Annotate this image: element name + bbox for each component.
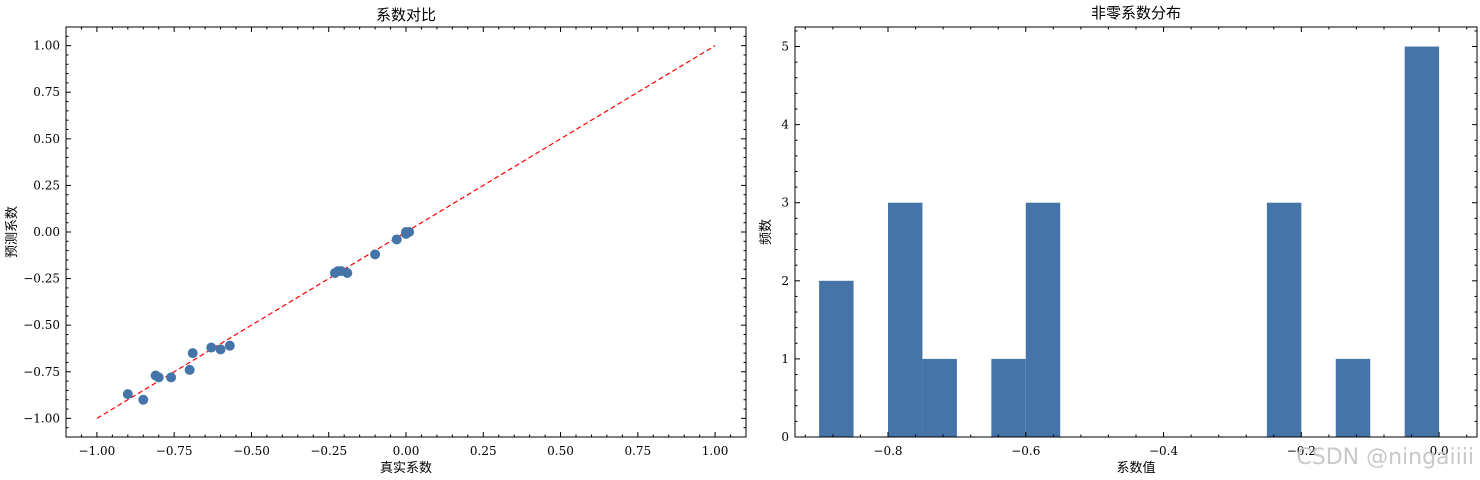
scatter-point [153,372,164,383]
scatter-point [404,227,415,237]
x-tick-label: −0.8 [873,444,902,458]
histogram-bar [1266,202,1302,437]
x-tick-label: −0.4 [1149,444,1179,458]
y-tick-label: 0.75 [33,85,60,99]
x-tick-label: −0.75 [156,444,193,458]
y-tick-label: 0 [781,430,789,444]
x-tick-label: 0.50 [547,444,574,458]
scatter-point [206,342,217,353]
y-tick-label: 0.25 [33,178,60,192]
watermark: CSDN @ningaiiii [1296,445,1474,470]
scatter-panel: 系数对比 真实系数 预测系数 −1.00 −1.00 −0.75 −0.75 −0.50… [5,6,747,476]
y-tick-label: 0.50 [33,132,60,146]
scatter-point [122,389,133,400]
x-tick-label: 0.75 [624,444,651,458]
scatter-plot-frame [65,26,747,438]
y-tick-label: 5 [781,40,789,54]
y-tick-label: 3 [781,196,789,210]
x-tick-label: −1.00 [79,444,116,458]
histogram-bar [1404,46,1440,438]
y-tick-label: 1.00 [33,39,60,53]
scatter-point [184,364,195,375]
y-tick-label: −1.00 [23,411,60,425]
histogram-y-axis-label: 频数 [759,219,774,245]
histogram-bar [1335,358,1371,437]
y-tick-label: −0.75 [23,365,60,379]
y-tick-label: 1 [781,352,789,366]
histogram-bar [922,358,957,437]
y-tick-label: 2 [781,274,789,288]
y-tick-label: 4 [781,118,789,132]
scatter-point [166,372,177,383]
scatter-ticks: −1.00 −1.00 −0.75 −0.75 −0.50 −0.50 −0.25 −0.25… [23,26,747,458]
x-tick-label: 0.0 [1430,444,1449,458]
x-tick-label: −0.50 [233,444,270,458]
scatter-point [391,234,402,245]
histogram-x-axis-label: 系数值 [1116,460,1155,476]
histogram-bar [819,280,854,437]
x-tick-label: −0.6 [1011,444,1040,458]
histogram-bars [819,46,1440,438]
x-tick-label: −0.2 [1287,444,1316,458]
histogram-bar [1025,202,1061,437]
histogram-bar [991,358,1026,437]
scatter-point [342,268,353,278]
scatter-point [138,394,149,405]
scatter-point [215,344,226,355]
y-tick-label: 0.00 [33,225,60,239]
histogram-plot-frame [794,26,1478,438]
scatter-y-axis-label: 预测系数 [5,206,20,258]
histogram-title: 非零系数分布 [1091,4,1181,22]
scatter-marks [96,45,716,419]
x-tick-label: 1.00 [702,444,729,458]
y-tick-label: −0.25 [23,272,60,286]
scatter-point [370,249,381,260]
histogram-ticks: −0.8 −0.6 −0.4 −0.2 0.0 0 1 2 3 4 5 [781,27,1477,458]
x-tick-label: 0.25 [470,444,497,458]
histogram-bar [888,202,923,437]
histogram-panel: 非零系数分布 系数值 频数 −0.8 −0.6 −0.4 −0.2 0.0 0 1 2 3 4 5 [759,4,1478,476]
scatter-title: 系数对比 [376,6,436,24]
x-tick-label: −0.25 [310,444,347,458]
x-tick-label: 0.00 [393,444,420,458]
scatter-x-axis-label: 真实系数 [380,461,432,476]
scatter-point [187,348,198,359]
y-tick-label: −0.50 [23,318,60,332]
scatter-point [224,340,235,351]
